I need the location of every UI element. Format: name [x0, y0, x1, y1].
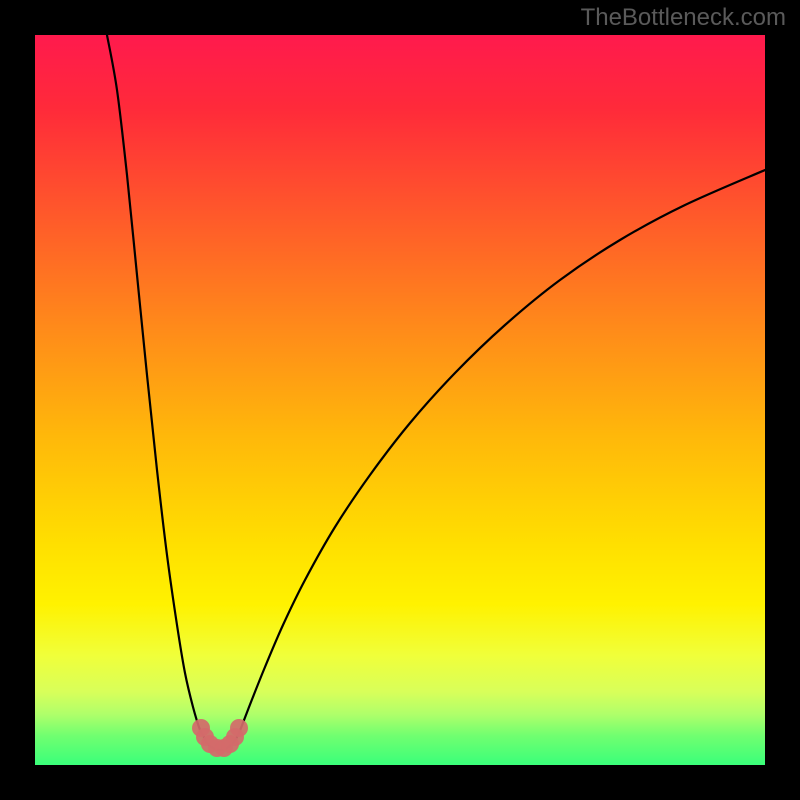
watermark-text: TheBottleneck.com — [581, 4, 786, 32]
trough-marker-dot — [230, 719, 248, 737]
chart-svg — [35, 35, 765, 765]
chart-frame: TheBottleneck.com — [0, 0, 800, 800]
gradient-background — [35, 35, 765, 765]
plot-area — [35, 35, 765, 765]
